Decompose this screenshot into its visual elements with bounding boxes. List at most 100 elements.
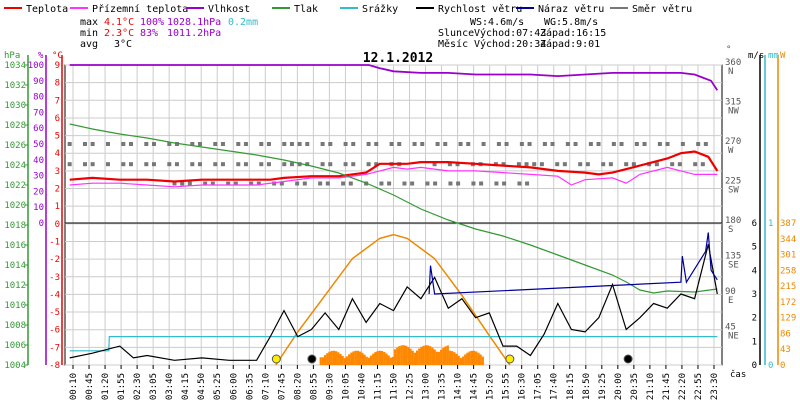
sunshine-bar [383,351,386,365]
wind-direction-mark [374,142,379,146]
sunshine-bar [348,354,351,365]
wind-direction-mark [213,162,218,167]
wind-direction-mark [402,181,407,186]
wind-direction-mark [412,142,417,146]
sunshine-bar [343,358,346,365]
sunshine-bar [391,356,395,365]
wind-direction-mark [90,142,95,146]
wind-direction-mark [320,162,325,167]
hpa-tick-label: 1004 [4,361,26,371]
percent-tick-label: 10 [33,203,44,213]
stat-max-humidity: 100% [140,17,164,28]
x-tick-label: 01:55 [117,373,127,400]
series-rychlost-v-tru [69,244,718,361]
legend-label: Teplota [26,4,68,15]
wind-direction-mark [167,142,172,146]
wind-direction-mark [389,142,394,146]
wind-direction-mark [456,181,461,186]
percent-tick-label: 60 [33,124,44,134]
sunshine-bar [448,350,452,365]
x-tick-label: 18:50 [582,373,592,400]
sunshine-bar [332,350,336,365]
legend-label: Srážky [362,3,398,15]
hpa-tick-label: 1034 [4,61,26,71]
wind-direction-mark [611,142,616,146]
x-tick-label: 14:45 [470,373,480,400]
x-tick-label: 23:30 [710,373,720,400]
wind-direction-mark [433,181,438,186]
sunshine-bar [326,353,329,365]
wind-direction-mark [555,162,560,167]
wind-direction-mark [289,162,294,167]
wind-direction-mark [379,181,384,186]
moon-rise: Východ:20:34 [474,38,546,50]
sunshine-bar [400,345,403,365]
wind-direction-mark [578,162,583,167]
hpa-tick-label: 1020 [4,201,26,211]
percent-tick-label: 80 [33,93,44,103]
axis-unit-ms: m/s [748,51,764,61]
wind-direction-mark [455,162,460,167]
x-tick-label: 16:30 [518,373,528,400]
x-tick-label: 17:05 [534,373,544,400]
x-tick-label: 11:15 [373,373,383,400]
x-axis-label: čas [730,369,746,380]
w-tick-label: 172 [780,298,796,308]
celsius-tick-label: -5 [49,308,60,318]
percent-tick-label: 50 [33,140,44,150]
sunshine-bar [367,357,371,365]
x-tick-label: 13:35 [438,373,448,400]
celsius-tick-label: 8 [55,79,60,89]
wind-direction-mark [348,181,353,186]
sunshine-bar [402,345,406,365]
direction-tick-label: 135 [725,252,741,262]
hpa-tick-label: 1028 [4,121,26,131]
sunshine-bar [337,352,340,365]
moon-set: Západ:9:01 [540,38,600,50]
sunshine-bar [404,345,408,365]
wind-direction-mark [249,181,254,186]
wind-direction-mark [387,181,392,186]
wind-direction-mark [624,162,629,167]
series-teplota [69,150,719,183]
hpa-tick-label: 1030 [4,101,26,111]
hpa-tick-label: 1016 [4,241,26,251]
sunshine-bar [363,354,366,365]
x-tick-label: 14:10 [454,373,464,400]
legend-label: Přízemní teplota [92,3,188,15]
wind-direction-mark [654,162,659,167]
direction-tick-label: 360 [725,58,741,68]
wind-direction-mark [305,142,310,146]
wind-direction-mark [220,162,225,167]
wind-direction-mark [266,162,271,167]
wind-direction-mark [524,162,529,167]
wind-direction-mark [504,142,509,146]
wind-direction-mark [167,162,172,167]
celsius-tick-label: 4 [55,149,60,159]
sunshine-bar [457,355,460,365]
x-tick-label: 18:15 [566,373,576,400]
wind-direction-mark [266,142,271,146]
axis-unit-percent: % [38,51,44,61]
wind-direction-mark [82,142,87,146]
series-vlhkost [69,64,719,91]
axis-unit-mm: mm [768,51,779,61]
wind-direction-mark [374,162,379,167]
stat-avg-temp: 3°C [114,39,132,50]
wind-direction-mark [190,142,195,146]
wind-direction-mark [82,162,87,167]
sunshine-bar [437,351,441,365]
moonset-icon [307,354,317,364]
celsius-tick-label: -1 [49,237,60,247]
wind-direction-mark [243,142,248,146]
wind-direction-mark [366,142,371,146]
wind-direction-mark [634,142,639,146]
sunshine-bar [420,346,423,365]
celsius-tick-label: 5 [55,132,60,142]
hpa-tick-label: 1024 [4,161,26,171]
wind-direction-mark [677,162,682,167]
celsius-tick-label: 6 [55,114,60,124]
percent-tick-label: 0 [39,219,44,229]
direction-letter: W [728,146,734,156]
